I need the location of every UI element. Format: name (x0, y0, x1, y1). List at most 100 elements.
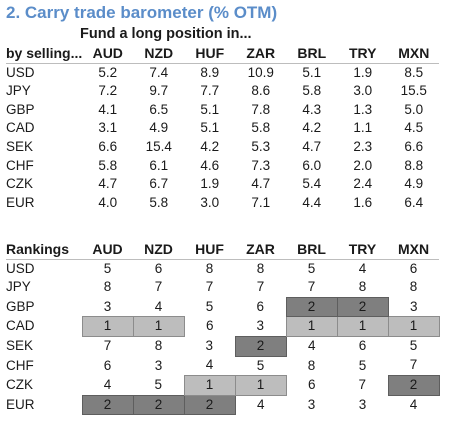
otm-cell: 5.4 (302, 176, 322, 192)
otm-cell: 6.1 (149, 157, 169, 173)
rank-cell: 1 (387, 316, 440, 337)
otm-cell: 1.3 (353, 101, 373, 117)
rank-cell: 2 (81, 394, 134, 416)
otm-cell: 6.0 (302, 157, 322, 173)
row-label: CHF (6, 157, 34, 173)
rank-cell: 8 (358, 279, 367, 295)
otm-cell: 5.8 (149, 194, 169, 210)
otm-cell: 4.5 (404, 120, 424, 136)
otm-cell: 1.1 (353, 120, 373, 136)
rank-cell: 1 (285, 316, 338, 337)
row-label: CZK (6, 377, 33, 393)
chart-title: 2. Carry trade barometer (% OTM) (6, 3, 278, 22)
rank-cell: 5 (154, 376, 162, 392)
rankings-row: CAD 1 1 6 3 1 1 1 (6, 316, 440, 337)
rank-cell: 3 (154, 357, 163, 373)
otm-cell: 3.0 (353, 83, 373, 99)
otm-row: USD 5.2 7.4 8.9 10.9 5.1 1.9 8.5 (6, 62, 440, 83)
otm-row: GBP 4.1 6.5 5.1 7.8 4.3 1.3 5.0 (6, 101, 439, 120)
column-header: AUD (92, 241, 123, 257)
otm-corner-label: by selling... (6, 45, 83, 61)
rank-cell: 7 (307, 279, 316, 295)
otm-cell: 6.6 (404, 138, 424, 154)
otm-cell: 5.8 (98, 157, 118, 173)
rank-cell: 5 (82, 258, 133, 279)
rank-cell: 5 (409, 338, 418, 354)
otm-cell: 10.9 (235, 62, 287, 83)
rankings-corner-label: Rankings (6, 241, 70, 257)
otm-row: SEK 6.6 15.4 4.2 5.3 4.7 2.3 6.6 (6, 138, 439, 157)
rank-cell: 2 (336, 296, 389, 318)
otm-row: CZK 4.7 6.7 1.9 4.7 5.4 2.4 4.9 (6, 175, 439, 194)
row-label: CAD (6, 120, 35, 136)
otm-cell: 5.1 (200, 120, 220, 136)
rank-cell: 3 (307, 396, 316, 412)
otm-cell: 4.7 (302, 138, 322, 154)
otm-cell: 6.4 (404, 194, 424, 210)
row-label: SEK (6, 138, 34, 154)
rank-cell: 6 (205, 318, 214, 334)
rank-cell: 6 (103, 357, 112, 373)
rank-cell: 4 (307, 338, 316, 354)
otm-cell: 4.6 (200, 157, 220, 173)
rankings-table: Rankings AUD NZD HUF ZAR BRL TRY MXN USD… (6, 240, 440, 416)
rank-cell: 1 (81, 316, 134, 337)
otm-cell: 4.1 (98, 101, 118, 117)
otm-cell: 5.1 (200, 101, 220, 117)
column-header: MXN (397, 241, 430, 257)
rankings-row: GBP 3 4 5 6 2 2 3 (6, 296, 439, 318)
otm-cell: 8.5 (388, 62, 440, 83)
rank-cell: 6 (133, 258, 184, 279)
rank-cell: 4 (103, 376, 112, 392)
otm-cell: 7.2 (98, 83, 118, 99)
otm-header-row: by selling... AUD NZD HUF ZAR BRL TRY MX… (6, 44, 439, 63)
rank-cell: 6 (388, 258, 439, 279)
rank-cell: 6 (307, 377, 316, 393)
rank-cell: 2 (183, 394, 236, 416)
otm-cell: 6.7 (149, 176, 169, 192)
column-header: NZD (144, 241, 173, 257)
otm-cell: 4.0 (98, 194, 118, 210)
rankings-row: CZK 4 5 1 1 6 7 2 (6, 375, 440, 396)
otm-cell: 7.3 (251, 157, 271, 173)
otm-cell: 2.0 (353, 157, 373, 173)
rank-cell: 3 (409, 298, 418, 314)
otm-cell: 3.1 (98, 120, 118, 136)
otm-row: CHF 5.8 6.1 4.6 7.3 6.0 2.0 8.8 (6, 157, 439, 176)
otm-cell: 6.6 (98, 138, 118, 154)
rank-cell: 2 (132, 394, 185, 416)
row-label: CHF (6, 357, 34, 373)
row-label: JPY (6, 279, 31, 295)
row-label: CAD (6, 318, 35, 334)
otm-cell: 2.3 (353, 138, 373, 154)
otm-cell: 4.7 (251, 176, 271, 192)
otm-cell: 8.8 (404, 157, 424, 173)
otm-cell: 5.8 (251, 120, 271, 136)
rank-cell: 7 (205, 279, 214, 295)
row-label: CZK (6, 176, 33, 192)
rank-cell: 1 (183, 375, 236, 396)
otm-cell: 5.8 (302, 83, 322, 99)
rank-cell: 5 (256, 357, 265, 373)
column-header: MXN (398, 45, 430, 61)
otm-cell: 8.9 (184, 62, 236, 83)
otm-cell: 5.2 (82, 62, 134, 83)
row-label: GBP (6, 101, 35, 117)
column-header: HUF (195, 45, 225, 61)
otm-cell: 7.8 (251, 101, 271, 117)
otm-cell: 4.3 (302, 101, 322, 117)
otm-cell: 3.0 (200, 194, 220, 210)
rank-cell: 8 (307, 357, 316, 373)
otm-cell: 4.9 (404, 176, 424, 192)
rank-cell: 7 (103, 338, 112, 354)
rank-cell: 2 (234, 335, 287, 357)
rank-cell: 1 (336, 316, 389, 337)
otm-cell: 9.7 (149, 83, 169, 99)
otm-cell: 7.4 (133, 62, 185, 83)
row-label: SEK (6, 337, 34, 353)
column-header: AUD (92, 45, 123, 61)
rank-cell: 8 (235, 258, 286, 279)
rankings-row: CHF 6 3 4 5 8 5 7 (6, 356, 439, 376)
otm-cell: 5.1 (286, 62, 338, 83)
rank-cell: 2 (387, 375, 440, 396)
